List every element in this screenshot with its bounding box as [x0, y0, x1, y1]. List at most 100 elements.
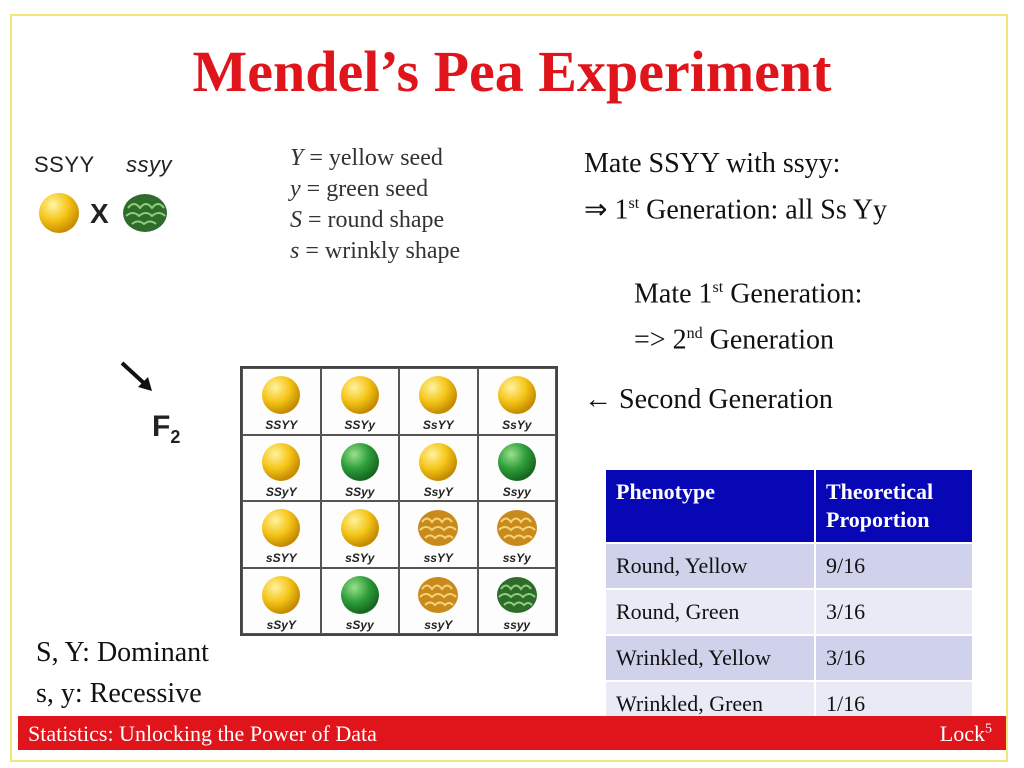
round-yellow-pea-icon [262, 376, 301, 414]
legend-item: Y = yellow seed [290, 143, 520, 174]
punnett-cell: Ssyy [477, 434, 556, 501]
legend-text: = yellow seed [303, 145, 443, 171]
dominant-text: S, Y: Dominant [36, 637, 209, 668]
genotype-label: ssyy [503, 617, 531, 632]
genotype-label: SSYy [344, 418, 376, 432]
recessive-text: s, y: Recessive [36, 678, 202, 709]
f2-letter: F [152, 410, 171, 443]
genotype-label: SSyy [345, 484, 375, 499]
allele-legend: Y = yellow seed y = green seed S = round… [290, 143, 520, 267]
footer-author: Lock5 [940, 721, 992, 747]
round-yellow-pea-icon [262, 575, 301, 614]
gen1-sup: st [628, 195, 640, 212]
mate2-text: Mate 1 [634, 278, 713, 310]
wrinkled-yellow-pea-icon [496, 510, 537, 546]
round-yellow-pea-icon [39, 193, 79, 233]
punnett-cell: sSYy [320, 501, 399, 568]
mate2-sup: st [712, 279, 724, 296]
mate2-text-post: Generation: [723, 278, 863, 310]
footer-bar: Statistics: Unlocking the Power of Data … [18, 716, 1006, 750]
phenotype-table: Phenotype Theoretical Proportion Round, … [604, 468, 974, 728]
cross-symbol: X [90, 198, 109, 229]
round-yellow-pea-icon [419, 442, 458, 481]
gen2-text: => 2 [634, 324, 687, 356]
generation-1-line: ⇒ 1st Generation: all Ss Yy [584, 184, 887, 230]
round-green-pea-icon [497, 442, 536, 481]
f2-label: F2 [152, 410, 180, 448]
f2-subscript: 2 [170, 427, 181, 447]
genotype-label: ssYy [502, 551, 531, 565]
footer-author-sup: 5 [985, 721, 992, 737]
arrow-left-icon: ← [584, 384, 612, 415]
second-generation-note: ← Second Generation [584, 380, 833, 420]
gen2-sup: nd [686, 325, 703, 343]
punnett-cell: SSYY [242, 368, 321, 435]
wrinkled-green-pea-icon [123, 194, 167, 232]
wrinkled-green-pea-icon [496, 576, 537, 613]
round-yellow-pea-icon [262, 442, 301, 481]
parent-cross: SSYY ssyy X [28, 140, 188, 252]
legend-item: S = round shape [290, 205, 520, 236]
legend-text: = round shape [302, 207, 445, 233]
genotype-label: SSyY [265, 484, 297, 499]
generation-2-line: => 2nd Generation [634, 314, 862, 360]
round-yellow-pea-icon [340, 376, 379, 414]
punnett-cell: SsYY [399, 368, 478, 435]
gen1-text: 1 [607, 194, 629, 226]
genotype-label: SsyY [423, 484, 453, 499]
round-yellow-pea-icon [419, 376, 458, 414]
mating-description: Mate SSYY with ssyy: ⇒ 1st Generation: a… [584, 144, 887, 230]
punnett-square: SSYY SSYy SsYY SsYy SSyY SSyy SsyY Ssyy sSYY sSYy… [240, 366, 558, 636]
header-phenotype: Phenotype [604, 468, 816, 544]
legend-symbol: y [290, 176, 301, 202]
legend-item: s = wrinkly shape [290, 236, 520, 267]
mate-line-2: Mate 1st Generation: [634, 268, 862, 314]
genotype-label: ssYY [423, 551, 453, 565]
genotype-label: SSYY [265, 418, 298, 432]
punnett-cell: SSyY [242, 434, 321, 501]
round-yellow-pea-icon [497, 376, 536, 414]
arrow-down-right-icon [120, 361, 152, 391]
table-row: Wrinkled, Yellow 3/16 [604, 634, 974, 682]
second-mating-description: Mate 1st Generation: => 2nd Generation [634, 268, 862, 361]
genotype-label: Ssyy [502, 484, 531, 499]
footer-author-name: Lock [939, 721, 985, 746]
punnett-cell: ssYY [399, 501, 478, 568]
punnett-cell: sSYY [242, 501, 321, 568]
header-proportion: Theoretical Proportion [814, 468, 974, 544]
genotype-label: sSYy [345, 551, 375, 565]
genotype-label: sSyy [345, 617, 374, 632]
punnett-cell: SSYy [320, 368, 399, 435]
phenotype-cell: Round, Yellow [604, 542, 816, 590]
punnett-cell: ssYy [477, 501, 556, 568]
phenotype-cell: Round, Green [604, 588, 816, 636]
legend-symbol: Y [290, 145, 304, 171]
round-yellow-pea-icon [262, 509, 301, 547]
phenotype-cell: Wrinkled, Yellow [604, 634, 816, 682]
mate-line-1: Mate SSYY with ssyy: [584, 148, 841, 179]
genotype-label: SsYy [502, 418, 532, 432]
legend-text: = green seed [300, 176, 429, 202]
slide-title: Mendel’s Pea Experiment [192, 39, 832, 104]
wrinkled-yellow-pea-icon [418, 510, 459, 546]
round-green-pea-icon [340, 575, 379, 614]
table-row: Round, Yellow 9/16 [604, 542, 974, 590]
punnett-cell: SsyY [399, 434, 478, 501]
legend-text: = wrinkly shape [299, 238, 461, 264]
punnett-cell: ssyY [399, 567, 478, 634]
genotype-label: sSYY [265, 551, 297, 565]
gen1-text-post: Generation: all Ss Yy [639, 194, 887, 226]
proportion-cell: 3/16 [814, 588, 974, 636]
round-green-pea-icon [340, 442, 379, 481]
proportion-cell: 9/16 [814, 542, 974, 590]
table-row: Round, Green 3/16 [604, 588, 974, 636]
punnett-cell: SSyy [320, 434, 399, 501]
punnett-cell: SsYy [477, 368, 556, 435]
gen2-text-post: Generation [702, 324, 834, 356]
punnett-cell: sSyY [242, 567, 321, 634]
punnett-cell: sSyy [320, 567, 399, 634]
implies-icon: ⇒ [584, 194, 608, 226]
legend-item: y = green seed [290, 174, 520, 205]
parent-left-genotype: SSYY [34, 152, 95, 177]
footer-course-title: Statistics: Unlocking the Power of Data [28, 721, 377, 746]
